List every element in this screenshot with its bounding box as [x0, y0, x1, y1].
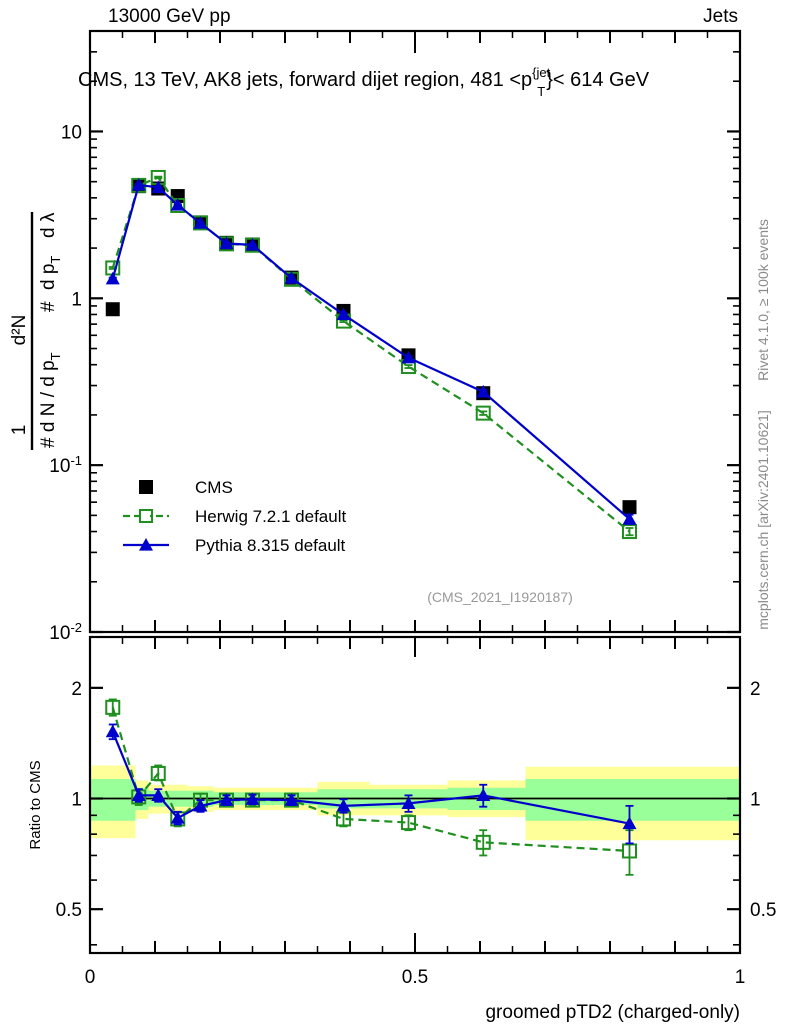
data-marker-cms — [622, 500, 637, 515]
ratio-marker-herwig — [105, 699, 121, 715]
legend-marker-open-square — [139, 509, 153, 523]
ratio-marker-pythia — [476, 788, 491, 801]
data-marker-pythia — [219, 236, 234, 250]
ratio-marker-herwig — [475, 834, 491, 850]
legend-entry[interactable]: Herwig 7.2.1 default — [123, 507, 346, 526]
legend-label: CMS — [195, 478, 233, 497]
x-tick-label: 0 — [85, 967, 96, 988]
ratio-series-pythia — [105, 723, 637, 845]
side-text-mcplots: mcplots.cern.ch [arXiv:2401.10621] — [755, 410, 771, 629]
x-tick-label: 1 — [735, 967, 746, 988]
header-analysis-type: Jets — [703, 6, 738, 27]
series-herwig — [105, 169, 637, 540]
legend-marker-square — [139, 480, 153, 494]
ratio-y-tick-label-right: 1 — [750, 790, 761, 811]
data-marker-pythia — [105, 271, 120, 285]
main-panel-frame — [88, 29, 742, 634]
data-marker-pythia — [193, 216, 208, 229]
y-tick-label: 10-2 — [49, 620, 82, 645]
ratio-marker-pythia — [245, 792, 260, 805]
plot-title: CMS, 13 TeV, AK8 jets, forward dijet reg… — [78, 65, 650, 99]
ratio-panel — [88, 635, 742, 955]
y-label-one: 1 — [9, 425, 30, 436]
ratio-y-tick-label-right: 2 — [750, 679, 761, 700]
data-marker-cms — [105, 302, 120, 317]
ratio-marker-pythia — [131, 788, 146, 801]
y-axis-label-rot: d²N # d N / d pT # d pT d λ 1 — [9, 212, 63, 450]
series-line — [111, 176, 631, 533]
y-tick-label: 10 — [61, 122, 82, 143]
ratio-marker-pythia — [401, 796, 416, 809]
ratio-marker-pythia — [151, 788, 166, 801]
ratio-y-tick-label-left: 1 — [71, 790, 82, 811]
y-label-dlambda: d λ — [38, 212, 59, 238]
y-tick-label-text: 10 — [61, 122, 82, 143]
ratio-marker-pythia — [219, 793, 234, 806]
band-inner — [90, 779, 136, 821]
ratio-y-tick-label-right: 0.5 — [750, 900, 776, 921]
legend-marker-triangle — [139, 538, 153, 551]
ratio-y-axis-title: Ratio to CMS — [27, 760, 44, 849]
series-pythia — [105, 177, 637, 525]
ratio-series-group — [105, 698, 637, 876]
ratio-marker-pythia — [193, 798, 208, 812]
ratio-y-tick-label-left: 2 — [71, 679, 82, 700]
legend-label: Herwig 7.2.1 default — [195, 507, 346, 526]
x-tick-label: 0.5 — [402, 967, 428, 988]
y-axis-label: d²N # d N / d pT # d pT d λ 1 — [9, 212, 63, 450]
y-tick-label-text: 10-2 — [49, 620, 82, 645]
data-marker-pythia — [476, 384, 491, 398]
ratio-marker-pythia — [284, 793, 299, 806]
y-label-numerator: d²N — [9, 315, 30, 346]
legend-entry[interactable]: Pythia 8.315 default — [123, 536, 346, 555]
data-marker-pythia — [170, 198, 185, 211]
y-tick-label-text: 1 — [71, 289, 82, 310]
y-tick-label: 10-1 — [49, 453, 82, 478]
main-y-ticks — [90, 30, 740, 634]
ratio-marker-pythia — [105, 724, 120, 738]
legend-entry[interactable]: CMS — [139, 478, 233, 497]
data-marker-pythia — [151, 180, 166, 194]
side-text-rivet: Rivet 4.1.0, ≥ 100k events — [755, 219, 771, 381]
main-x-ticks — [89, 31, 741, 632]
data-marker-pythia — [401, 350, 416, 364]
data-marker-pythia — [245, 237, 260, 251]
ratio-x-ticks — [89, 637, 741, 953]
legend-marker-bg — [140, 511, 150, 521]
ratio-y-tick-label-left: 0.5 — [56, 900, 82, 921]
ratio-marker-pythia — [336, 798, 351, 812]
legend: CMS Herwig 7.2.1 default Pythia 8.315 defa… — [123, 478, 346, 555]
main-series-group — [105, 169, 637, 540]
band-inner — [525, 779, 740, 821]
ratio-marker-pythia — [622, 816, 637, 830]
data-marker-pythia — [336, 307, 351, 321]
data-marker-herwig — [475, 405, 491, 421]
ratio-marker-herwig — [622, 843, 637, 859]
main-panel: 10 1 10-1 10-2 CMS, 13 TeV, AK8 jets, forwar… — [49, 29, 742, 645]
legend-label: Pythia 8.315 default — [195, 536, 346, 555]
series-cms — [105, 179, 637, 515]
y-label-hash: # — [38, 301, 59, 312]
ratio-marker-pythia — [170, 811, 185, 824]
y-tick-label: 1 — [71, 289, 82, 310]
ratio-marker-herwig — [401, 815, 416, 831]
data-marker-pythia — [284, 271, 299, 284]
x-axis-title: groomed pTD2 (charged-only) — [485, 1002, 740, 1023]
analysis-watermark: (CMS_2021_I1920187) — [427, 589, 573, 605]
header-collision-energy: 13000 GeV pp — [108, 6, 231, 27]
y-tick-label-text: 10-1 — [49, 453, 82, 478]
data-marker-pythia — [131, 177, 146, 191]
y-label-dpt: d pT — [38, 256, 63, 290]
data-marker-herwig — [622, 524, 637, 540]
ratio-y-ticks — [90, 686, 740, 946]
y-label-denominator: # d N / d pT — [38, 352, 63, 448]
ratio-marker-herwig — [150, 765, 166, 781]
data-marker-pythia — [622, 512, 637, 525]
